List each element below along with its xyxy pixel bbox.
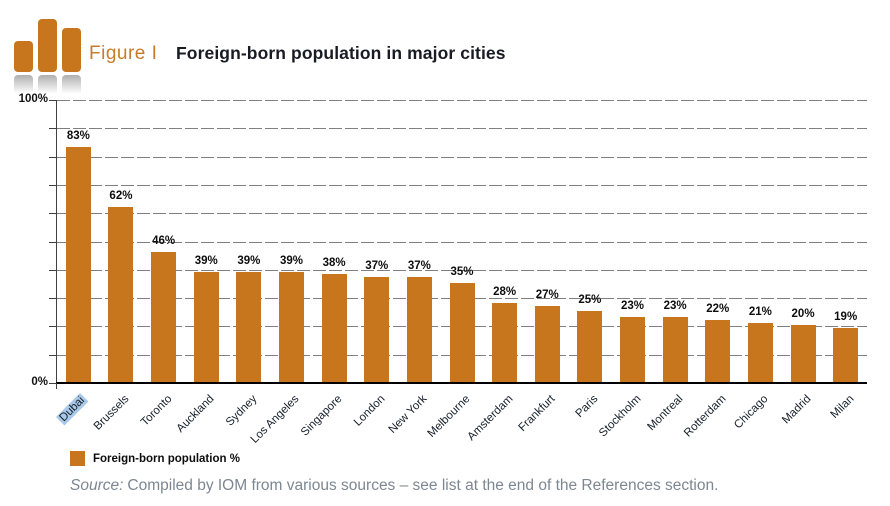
y-axis-tick — [49, 156, 57, 158]
bar-singapore — [321, 274, 347, 382]
bar-value-label: 28% — [493, 285, 517, 298]
bar-value-label: 25% — [578, 294, 602, 307]
bar-amsterdam — [492, 302, 518, 382]
x-axis-label-new-york: New York — [386, 393, 430, 436]
highlighted-category-label: Dubai — [56, 393, 89, 426]
bar-value-label: 83% — [66, 130, 90, 143]
logo-bar-3 — [62, 28, 81, 72]
source-prefix: Source: — [70, 477, 124, 494]
bar-value-label: 62% — [109, 189, 133, 202]
x-axis-label-frankfurt: Frankfurt — [516, 393, 558, 435]
bar-value-label: 21% — [748, 305, 772, 318]
bar-value-label: 23% — [663, 299, 687, 312]
y-axis-tick — [49, 184, 57, 186]
y-axis-bottom-label: 0% — [31, 376, 48, 388]
y-axis-tick — [49, 241, 57, 243]
y-axis-tick — [49, 298, 57, 300]
bar-value-label: 46% — [152, 234, 176, 247]
bar-value-label: 22% — [706, 302, 730, 315]
bar-chicago — [747, 322, 773, 382]
bar-value-label: 20% — [791, 308, 815, 321]
bar-value-label: 39% — [279, 254, 303, 267]
bar-melbourne — [449, 282, 475, 382]
bar-value-label: 39% — [237, 254, 261, 267]
y-axis-tick — [49, 383, 57, 384]
x-axis-label-stockholm: Stockholm — [596, 393, 644, 440]
bar-value-label: 37% — [365, 260, 389, 273]
gridline — [57, 128, 867, 130]
source-text: Compiled by IOM from various sources – s… — [127, 477, 719, 494]
x-axis-label-london: London — [351, 393, 388, 429]
plot-area: 83% 62% 46% 39% 39% 39% 38% 37% 37% 35% 28% 27% 25% 2… — [49, 100, 867, 389]
legend-swatch-icon — [70, 451, 85, 466]
legend-label: Foreign-born population % — [93, 453, 240, 465]
bar-montreal — [662, 316, 688, 382]
bar-brussels — [108, 206, 134, 382]
x-axis-label-chicago: Chicago — [732, 393, 771, 432]
x-axis-label-montreal: Montreal — [645, 393, 686, 434]
bar-los-angeles — [278, 271, 304, 382]
bar-value-label: 38% — [322, 257, 346, 270]
bar-sydney — [236, 271, 262, 382]
bar-paris — [577, 311, 603, 382]
logo-reflection-1 — [14, 75, 33, 97]
gridline — [57, 156, 867, 158]
logo-reflection-3 — [62, 75, 81, 97]
bar-value-label: 37% — [407, 260, 431, 273]
y-axis-tick — [49, 326, 57, 328]
y-axis-tick — [49, 213, 57, 215]
chart-title: Foreign-born population in major cities — [176, 43, 506, 63]
bar-value-label: 39% — [194, 254, 218, 267]
bar-value-label: 23% — [621, 299, 645, 312]
bar-value-label: 35% — [450, 265, 474, 278]
source-note: Source: Compiled by IOM from various sour… — [70, 477, 718, 495]
bar-value-label: 19% — [834, 311, 858, 324]
gridline — [57, 269, 867, 271]
gridline — [57, 213, 867, 215]
y-axis-line — [56, 100, 57, 389]
bar-value-label: 27% — [535, 288, 559, 301]
gridline — [57, 100, 867, 101]
logo-reflection-2 — [38, 75, 57, 97]
y-axis-tick — [49, 269, 57, 271]
bar-madrid — [790, 325, 816, 382]
x-axis-label-rotterdam: Rotterdam — [681, 393, 729, 440]
bar-frankfurt — [534, 305, 560, 382]
bar-toronto — [151, 251, 177, 382]
logo-bar-1 — [14, 41, 33, 72]
figure-number-label: Figure I — [89, 43, 158, 64]
y-axis-tick — [49, 354, 57, 356]
bar-milan — [833, 328, 859, 382]
bar-stockholm — [620, 316, 646, 382]
gridline — [57, 241, 867, 243]
bar-new-york — [406, 277, 432, 382]
bar-auckland — [193, 271, 219, 382]
bar-chart-logo-icon — [14, 10, 86, 97]
x-axis-label-paris: Paris — [573, 393, 601, 421]
y-axis-top-label: 100% — [18, 93, 48, 105]
logo-bar-2 — [38, 19, 57, 72]
gridline — [57, 184, 867, 186]
bar-dubai — [65, 147, 91, 382]
y-axis-tick — [49, 100, 57, 101]
x-axis-label-amsterdam: Amsterdam — [465, 393, 516, 444]
bar-rotterdam — [705, 319, 731, 382]
x-axis-label-milan: Milan — [828, 393, 857, 421]
y-axis-tick — [49, 128, 57, 130]
bar-london — [364, 277, 390, 382]
x-axis-line — [56, 382, 867, 384]
